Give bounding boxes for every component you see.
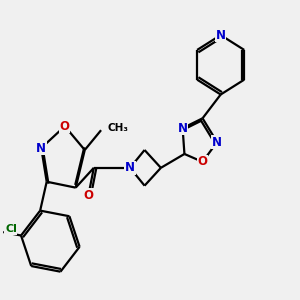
Text: N: N (178, 122, 188, 135)
Text: N: N (36, 142, 46, 154)
Text: N: N (125, 161, 135, 174)
Text: O: O (60, 120, 70, 133)
Text: Cl: Cl (5, 224, 17, 234)
Text: N: N (216, 28, 226, 42)
Text: CH₃: CH₃ (108, 123, 129, 133)
Text: O: O (83, 189, 93, 202)
Text: O: O (198, 155, 208, 168)
Text: N: N (212, 136, 222, 148)
